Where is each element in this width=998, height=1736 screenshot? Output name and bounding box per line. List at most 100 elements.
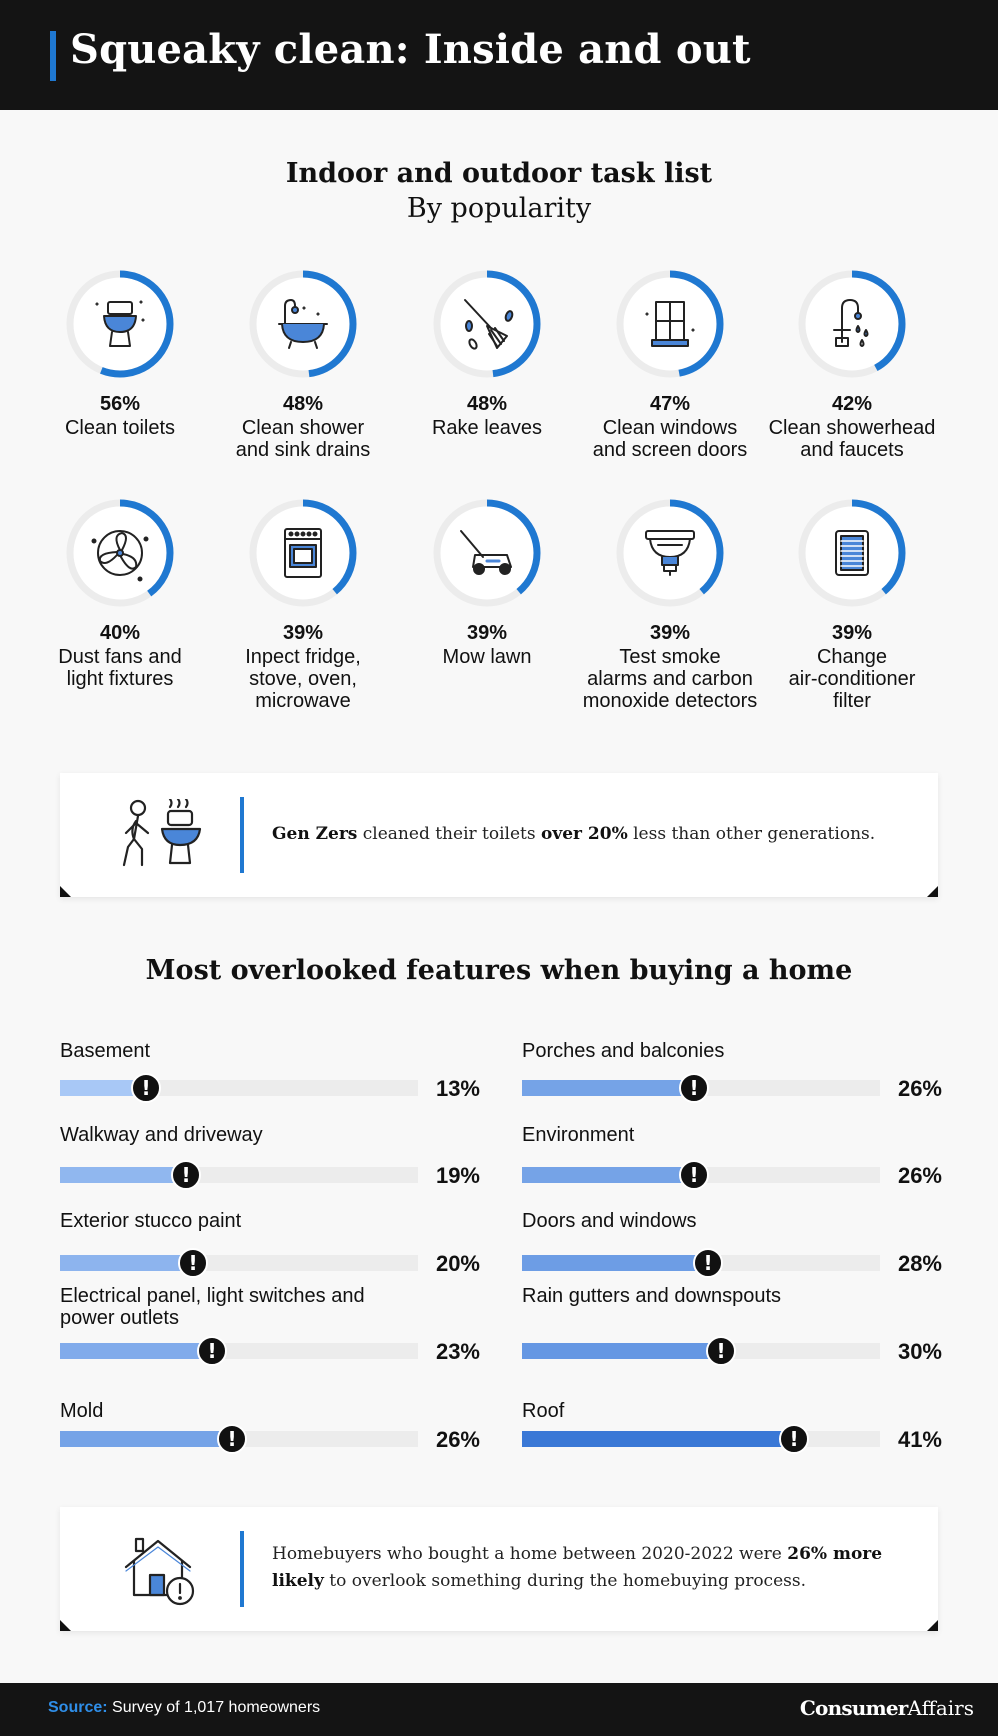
page-footer: Source: Survey of 1,017 homeowners Consu… (0, 1683, 998, 1736)
task-label: Inpect fridge, stove, oven, microwave (245, 646, 361, 712)
feature-bar-fill (60, 1431, 232, 1447)
feature-bar-row: Environment ! 26% (522, 1124, 942, 1194)
task-progress-ring (613, 267, 727, 381)
task-percentage: 40% (99, 622, 141, 644)
feature-label: Basement (60, 1040, 151, 1062)
feature-percentage: 26% (897, 1163, 942, 1188)
person-toilet-icon (122, 799, 202, 867)
task-ring-fill (66, 499, 174, 607)
feature-label: Doors and windows (522, 1210, 697, 1232)
corner-mark (927, 886, 938, 897)
task-item: 42% Clean showerhead and faucets (752, 267, 952, 461)
feature-bar-fill (522, 1343, 721, 1359)
feature-bar-track (60, 1167, 418, 1183)
task-progress-ring (63, 496, 177, 610)
feature-bar-row: Exterior stucco paint ! 20% (60, 1210, 480, 1280)
task-percentage: 42% (831, 393, 873, 415)
alert-marker-icon: ! (171, 1160, 201, 1190)
feature-bar-row: Mold ! 26% (60, 1400, 480, 1470)
page-title: Squeaky clean: Inside and out (70, 26, 751, 73)
task-ring-fill (249, 270, 357, 378)
task-percentage: 48% (466, 393, 508, 415)
task-item: 48% Rake leaves (387, 267, 587, 439)
alert-marker-icon: ! (693, 1248, 723, 1278)
task-item: 56% Clean toilets (20, 267, 220, 439)
feature-bar-track (522, 1343, 880, 1359)
task-percentage: 39% (649, 622, 691, 644)
source-note: Source: Survey of 1,017 homeowners (48, 1699, 321, 1716)
brand-logo: ConsumerAffairs (799, 1696, 974, 1720)
task-ring-fill (433, 270, 541, 378)
feature-bar-row: Rain gutters and downspouts ! 30% (522, 1285, 942, 1366)
feature-bar-fill (522, 1167, 694, 1183)
feature-bar-track (522, 1431, 880, 1447)
task-label: Rake leaves (431, 417, 543, 439)
task-label: Mow lawn (442, 646, 532, 668)
alert-marker-icon: ! (131, 1073, 161, 1103)
task-label: Change air-conditioner filter (788, 646, 916, 712)
feature-bar-track (60, 1255, 418, 1271)
smoke-detector-icon (640, 523, 700, 583)
header-accent-bar (50, 31, 56, 81)
bathtub-icon (273, 294, 333, 354)
task-percentage: 39% (831, 622, 873, 644)
feature-bar-fill (60, 1080, 146, 1096)
task-percentage: 47% (649, 393, 691, 415)
homebuyers-callout: Homebuyers who bought a home between 202… (60, 1507, 938, 1631)
page-header: Squeaky clean: Inside and out (0, 0, 998, 110)
task-progress-ring (246, 496, 360, 610)
task-ring-fill (616, 499, 724, 607)
lawnmower-icon (457, 523, 517, 583)
window-icon (640, 294, 700, 354)
task-item: 39% Mow lawn (387, 496, 587, 668)
toilet-icon (90, 294, 150, 354)
task-item: 47% Clean windows and screen doors (570, 267, 770, 461)
feature-bar-row: Walkway and driveway ! 19% (60, 1124, 480, 1194)
task-percentage: 39% (282, 622, 324, 644)
callout-divider (240, 1531, 244, 1607)
task-ring-fill (66, 270, 174, 378)
features-section-title: Most overlooked features when buying a h… (145, 955, 853, 986)
alert-marker-icon: ! (706, 1336, 736, 1366)
corner-mark (927, 1620, 938, 1631)
feature-bar-track (60, 1343, 418, 1359)
feature-bar-track (522, 1167, 880, 1183)
feature-label: Mold (60, 1400, 104, 1422)
feature-label: Electrical panel, light switches and pow… (60, 1285, 365, 1329)
task-label: Dust fans and light fixtures (58, 646, 182, 690)
task-progress-ring (795, 496, 909, 610)
corner-mark (60, 1620, 71, 1631)
task-progress-ring (63, 267, 177, 381)
task-item: 39% Change air-conditioner filter (752, 496, 952, 712)
homebuyers-callout-text: Homebuyers who bought a home between 202… (272, 1544, 883, 1591)
feature-percentage: 26% (897, 1076, 942, 1101)
task-percentage: 56% (99, 393, 141, 415)
alert-marker-icon: ! (197, 1336, 227, 1366)
task-label: Clean shower and sink drains (235, 417, 371, 461)
feature-bar-row: Porches and balconies ! 26% (522, 1040, 942, 1110)
task-progress-ring (613, 496, 727, 610)
task-label: Test smoke alarms and carbon monoxide de… (582, 646, 758, 712)
feature-bar-fill (522, 1080, 694, 1096)
feature-percentage: 23% (435, 1339, 480, 1364)
feature-percentage: 19% (435, 1163, 480, 1188)
feature-percentage: 26% (435, 1427, 480, 1452)
feature-percentage: 13% (435, 1076, 480, 1101)
feature-label: Rain gutters and downspouts (522, 1285, 782, 1307)
feature-bar-fill (522, 1431, 794, 1447)
faucet-icon (822, 294, 882, 354)
feature-bar-fill (60, 1167, 186, 1183)
tasks-section-title: Indoor and outdoor task list (285, 158, 713, 189)
task-item: 48% Clean shower and sink drains (203, 267, 403, 461)
feature-bar-fill (60, 1255, 193, 1271)
feature-percentage: 20% (435, 1251, 480, 1276)
feature-bar-row: Electrical panel, light switches and pow… (60, 1285, 480, 1366)
gen-z-callout: Gen Zers cleaned their toilets over 20% … (60, 773, 938, 897)
feature-label: Exterior stucco paint (60, 1210, 242, 1232)
feature-label: Walkway and driveway (60, 1124, 263, 1146)
task-percentage: 39% (466, 622, 508, 644)
feature-bar-track (60, 1080, 418, 1096)
task-progress-ring (430, 496, 544, 610)
feature-label: Porches and balconies (522, 1040, 725, 1062)
feature-bar-fill (522, 1255, 708, 1271)
